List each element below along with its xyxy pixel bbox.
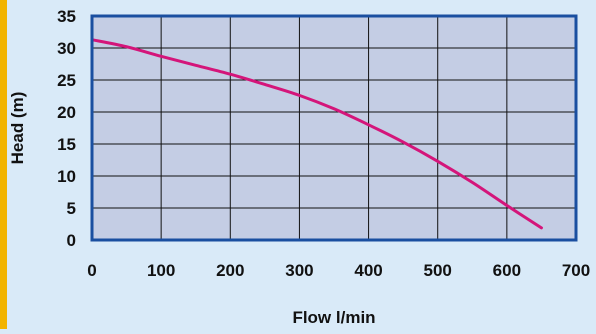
series-line (90, 38, 543, 230)
x-axis-label: Flow l/min (292, 308, 375, 327)
x-tick-label: 100 (147, 261, 175, 280)
x-tick-label: 300 (285, 261, 313, 280)
grid (91, 15, 577, 241)
y-tick-label: 10 (57, 167, 76, 186)
left-accent-strip (0, 0, 7, 329)
y-tick-labels: 0 5 10 15 20 25 30 35 (57, 7, 76, 250)
plot-area (92, 16, 576, 240)
x-tick-label: 700 (562, 261, 590, 280)
y-tick-label: 25 (57, 71, 76, 90)
y-axis-label: Head (m) (8, 92, 27, 165)
series-group (90, 38, 543, 230)
x-tick-label: 200 (216, 261, 244, 280)
y-tick-label: 20 (57, 103, 76, 122)
y-tick-label: 15 (57, 135, 76, 154)
x-tick-label: 400 (354, 261, 382, 280)
x-tick-label: 0 (87, 261, 96, 280)
y-tick-label: 30 (57, 39, 76, 58)
y-tick-label: 35 (57, 7, 76, 26)
x-tick-label: 500 (424, 261, 452, 280)
y-tick-label: 0 (67, 231, 76, 250)
x-tick-labels: 0 100 200 300 400 500 600 700 (87, 261, 590, 280)
x-tick-label: 600 (493, 261, 521, 280)
plot-frame (90, 14, 578, 242)
y-tick-label: 5 (67, 199, 76, 218)
